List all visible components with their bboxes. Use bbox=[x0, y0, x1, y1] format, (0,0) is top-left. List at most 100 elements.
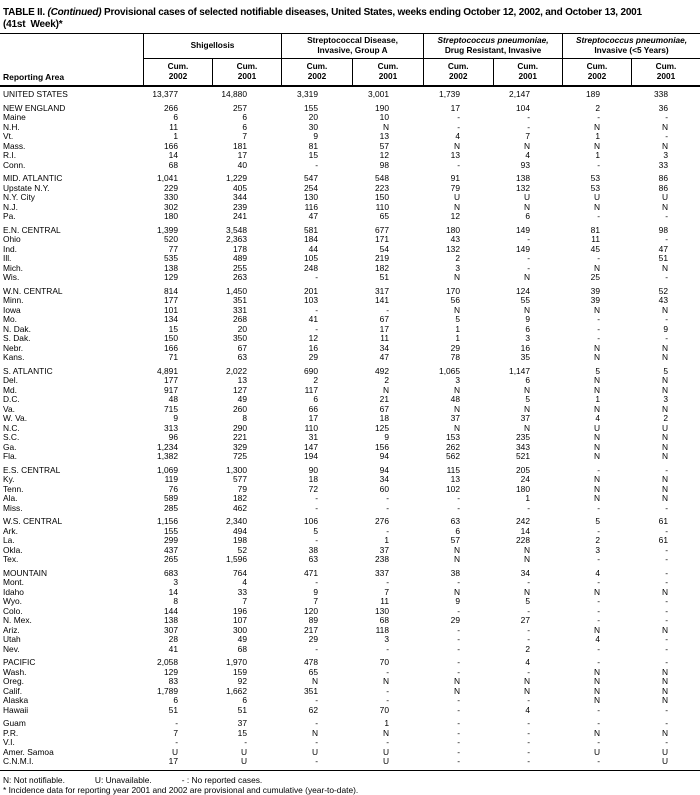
value-cell: 125 bbox=[375, 422, 389, 433]
value-cell: 4 bbox=[242, 577, 247, 587]
value-cell: - bbox=[597, 577, 600, 587]
value-cell: 255 bbox=[233, 262, 247, 273]
value-cell: 98 bbox=[379, 159, 389, 170]
value-cell: - bbox=[527, 624, 530, 635]
table-row: Minn. 177 351 103 141 56 55 39 43 bbox=[0, 295, 700, 306]
value-cell: 29 bbox=[450, 615, 460, 625]
value-cell: 300 bbox=[233, 624, 247, 635]
value-cell: - bbox=[597, 211, 600, 221]
table-row: Del. 177 13 2 2 3 6 N N bbox=[0, 375, 700, 386]
value-cell: 150 bbox=[164, 333, 178, 343]
value-cell: 1,069 bbox=[157, 464, 178, 475]
value-cell: 86 bbox=[658, 173, 668, 183]
value-cell: - bbox=[315, 323, 318, 334]
column-group-pneumo-drug-resistant: Streptococcus pneumoniae, Drug Resistant… bbox=[423, 34, 562, 85]
value-cell: 79 bbox=[237, 483, 247, 494]
value-cell: 263 bbox=[233, 272, 247, 282]
value-cell: 53 bbox=[590, 182, 600, 193]
value-cell: 40 bbox=[237, 159, 247, 170]
table-row: Iowa 101 331 - - N N N N bbox=[0, 304, 700, 316]
value-cell: 2,022 bbox=[226, 365, 247, 376]
table-row: Guam - 37 - 1 - - - - bbox=[0, 718, 700, 729]
value-cell: N bbox=[661, 352, 668, 362]
value-cell: 37 bbox=[520, 413, 530, 423]
value-cell: N bbox=[661, 624, 668, 635]
value-cell: N bbox=[593, 352, 600, 362]
value-cell: 31 bbox=[308, 432, 318, 442]
table-row: Miss. 285 462 - - - - - - bbox=[0, 502, 700, 514]
value-cell: - bbox=[386, 304, 389, 315]
value-cell: 101 bbox=[164, 304, 178, 315]
value-cell: - bbox=[597, 615, 600, 625]
value-cell: 119 bbox=[164, 474, 178, 484]
value-cell: - bbox=[175, 718, 178, 728]
value-cell: N bbox=[661, 493, 668, 503]
group-label-line1: Streptococcus pneumoniae, bbox=[437, 35, 549, 46]
reporting-area-cell: C.N.M.I. bbox=[3, 756, 34, 766]
value-cell: 13 bbox=[237, 375, 247, 385]
reporting-area-cell: N.Y. City bbox=[3, 192, 35, 202]
value-cell: 37 bbox=[379, 544, 389, 555]
value-cell: 4 bbox=[595, 413, 600, 423]
value-cell: 16 bbox=[308, 342, 318, 353]
value-cell: 86 bbox=[658, 182, 668, 193]
value-cell: 30 bbox=[308, 121, 318, 132]
value-cell: - bbox=[665, 464, 668, 475]
subcolumn-headers: Cum. 2002 Cum. 2001 bbox=[282, 59, 423, 85]
table-row: Mass. 166 181 81 57 N N N N bbox=[0, 140, 700, 152]
reporting-area-cell: Hawaii bbox=[3, 704, 29, 715]
value-cell: - bbox=[665, 314, 668, 324]
value-cell: 7 bbox=[242, 596, 247, 606]
value-cell: N bbox=[453, 384, 460, 395]
value-cell: U bbox=[661, 192, 668, 202]
value-cell: - bbox=[457, 704, 460, 715]
value-cell: 198 bbox=[233, 535, 247, 545]
value-cell: 2 bbox=[455, 253, 460, 263]
value-cell: 11 bbox=[380, 333, 389, 343]
value-cell: 159 bbox=[233, 666, 247, 677]
value-cell: U bbox=[311, 746, 318, 757]
value-cell: N bbox=[661, 474, 668, 484]
reporting-area-cell: Calif. bbox=[3, 685, 23, 696]
value-cell: - bbox=[665, 643, 668, 654]
value-cell: 5 bbox=[455, 314, 460, 324]
table-row: Idaho 14 33 9 7 N N N N bbox=[0, 586, 700, 598]
value-cell: 138 bbox=[516, 173, 530, 183]
value-cell: 6 bbox=[173, 112, 178, 122]
value-cell: 14 bbox=[168, 586, 178, 597]
value-cell: N bbox=[453, 554, 460, 564]
value-cell: 106 bbox=[304, 516, 318, 526]
value-cell: 93 bbox=[520, 159, 530, 170]
value-cell: N bbox=[661, 304, 668, 315]
table-row: Ga. 1,234 329 147 156 262 343 N N bbox=[0, 442, 700, 453]
value-cell: N bbox=[523, 544, 530, 555]
value-cell: 171 bbox=[375, 234, 389, 244]
value-cell: 94 bbox=[379, 464, 389, 475]
reporting-area-cell: UNITED STATES bbox=[3, 89, 68, 99]
value-cell: 153 bbox=[446, 432, 460, 442]
value-cell: N bbox=[382, 727, 389, 738]
reporting-area-cell: Upstate N.Y. bbox=[3, 182, 50, 193]
value-cell: 1,739 bbox=[439, 89, 460, 99]
value-cell: N bbox=[523, 676, 530, 686]
value-cell: N bbox=[661, 140, 668, 151]
value-cell: 6 bbox=[242, 695, 247, 705]
value-cell: 141 bbox=[375, 295, 389, 305]
value-cell: N bbox=[661, 727, 668, 738]
value-cell: 51 bbox=[379, 272, 389, 282]
value-cell: 11 bbox=[380, 596, 389, 606]
value-cell: 313 bbox=[164, 422, 178, 433]
value-cell: 15 bbox=[168, 323, 178, 334]
value-cell: U bbox=[171, 746, 178, 757]
subcol-cum-2002: Cum. 2002 bbox=[167, 61, 189, 81]
value-cell: 5 bbox=[595, 365, 600, 376]
value-cell: 20 bbox=[308, 112, 318, 122]
value-cell: - bbox=[527, 502, 530, 513]
value-cell: 307 bbox=[164, 624, 178, 635]
value-cell: - bbox=[315, 272, 318, 282]
value-cell: 196 bbox=[233, 605, 247, 616]
value-cell: 92 bbox=[237, 676, 247, 686]
title-line1: TABLE II. (Continued) Provisional cases … bbox=[3, 7, 700, 19]
value-cell: N bbox=[661, 121, 668, 132]
value-cell: 39 bbox=[590, 285, 600, 296]
